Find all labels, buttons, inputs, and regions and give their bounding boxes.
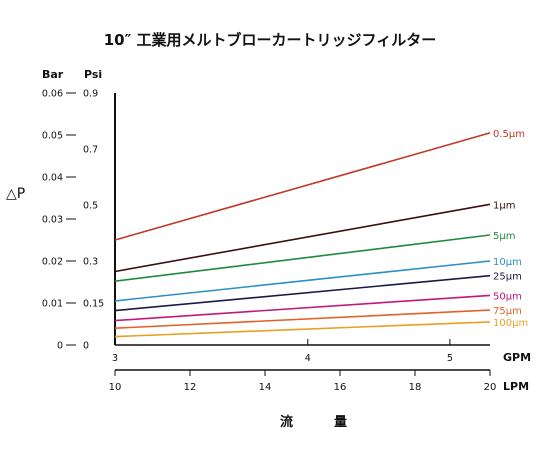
bar-tick-labels: 0 0.01 0.02 0.03 0.04 0.05 0.06 <box>42 89 76 352</box>
series-lines <box>114 132 491 338</box>
y-axis-label: △P <box>6 186 25 202</box>
chart-title: 10″ 工業用メルトブローカートリッジフィルター <box>104 31 437 49</box>
series-label: 25μm <box>493 272 522 283</box>
lpm-tick-label: 14 <box>259 382 272 393</box>
series-label: 1μm <box>493 200 515 211</box>
psi-tick-label: 0.7 <box>83 145 98 156</box>
bar-tick-label: 0.01 <box>42 299 63 310</box>
bar-tick-label: 0 <box>57 341 63 352</box>
gpm-tick-label: 3 <box>112 353 118 364</box>
lpm-tick-label: 18 <box>409 382 422 393</box>
series-label: 100μm <box>493 318 528 329</box>
lpm-unit-label: LPM <box>503 380 529 393</box>
series-line <box>114 309 491 329</box>
psi-tick-label: 0.3 <box>83 257 98 268</box>
series-line <box>114 203 491 273</box>
gpm-unit-label: GPM <box>503 351 531 364</box>
series-line <box>114 321 491 338</box>
lpm-tick-labels: 10 12 14 16 18 20 <box>109 370 497 393</box>
series-line <box>114 260 491 302</box>
bar-tick-label: 0.06 <box>42 89 63 100</box>
series-label: 10μm <box>493 257 522 268</box>
bar-tick-label: 0.03 <box>42 215 63 226</box>
lpm-tick-label: 20 <box>484 382 497 393</box>
gpm-tick-labels: 3 4 5 <box>112 339 453 364</box>
series-label: 75μm <box>493 306 522 317</box>
psi-tick-labels: 0 0.15 0.3 0.5 0.7 0.9 <box>83 89 104 352</box>
x-axis-label: 流 量 <box>280 414 361 430</box>
bar-unit-label: Bar <box>42 68 64 81</box>
bar-tick-label: 0.04 <box>42 173 63 184</box>
series-label: 5μm <box>493 231 515 242</box>
bar-tick-label: 0.02 <box>42 257 63 268</box>
psi-tick-label: 0 <box>83 341 89 352</box>
bar-tick-label: 0.05 <box>42 131 63 142</box>
series-line <box>114 274 491 312</box>
gpm-tick-label: 5 <box>447 353 453 364</box>
psi-tick-label: 0.5 <box>83 201 98 212</box>
psi-unit-label: Psi <box>84 68 102 81</box>
lpm-tick-label: 10 <box>109 382 122 393</box>
gpm-tick-label: 4 <box>305 353 311 364</box>
series-label: 0.5μm <box>493 129 525 140</box>
series-line <box>114 294 491 322</box>
series-line <box>114 132 491 241</box>
series-label: 50μm <box>493 291 522 302</box>
series-line <box>114 234 491 282</box>
psi-tick-label: 0.15 <box>83 299 104 310</box>
lpm-tick-label: 12 <box>184 382 197 393</box>
psi-tick-label: 0.9 <box>83 89 98 100</box>
lpm-tick-label: 16 <box>334 382 347 393</box>
